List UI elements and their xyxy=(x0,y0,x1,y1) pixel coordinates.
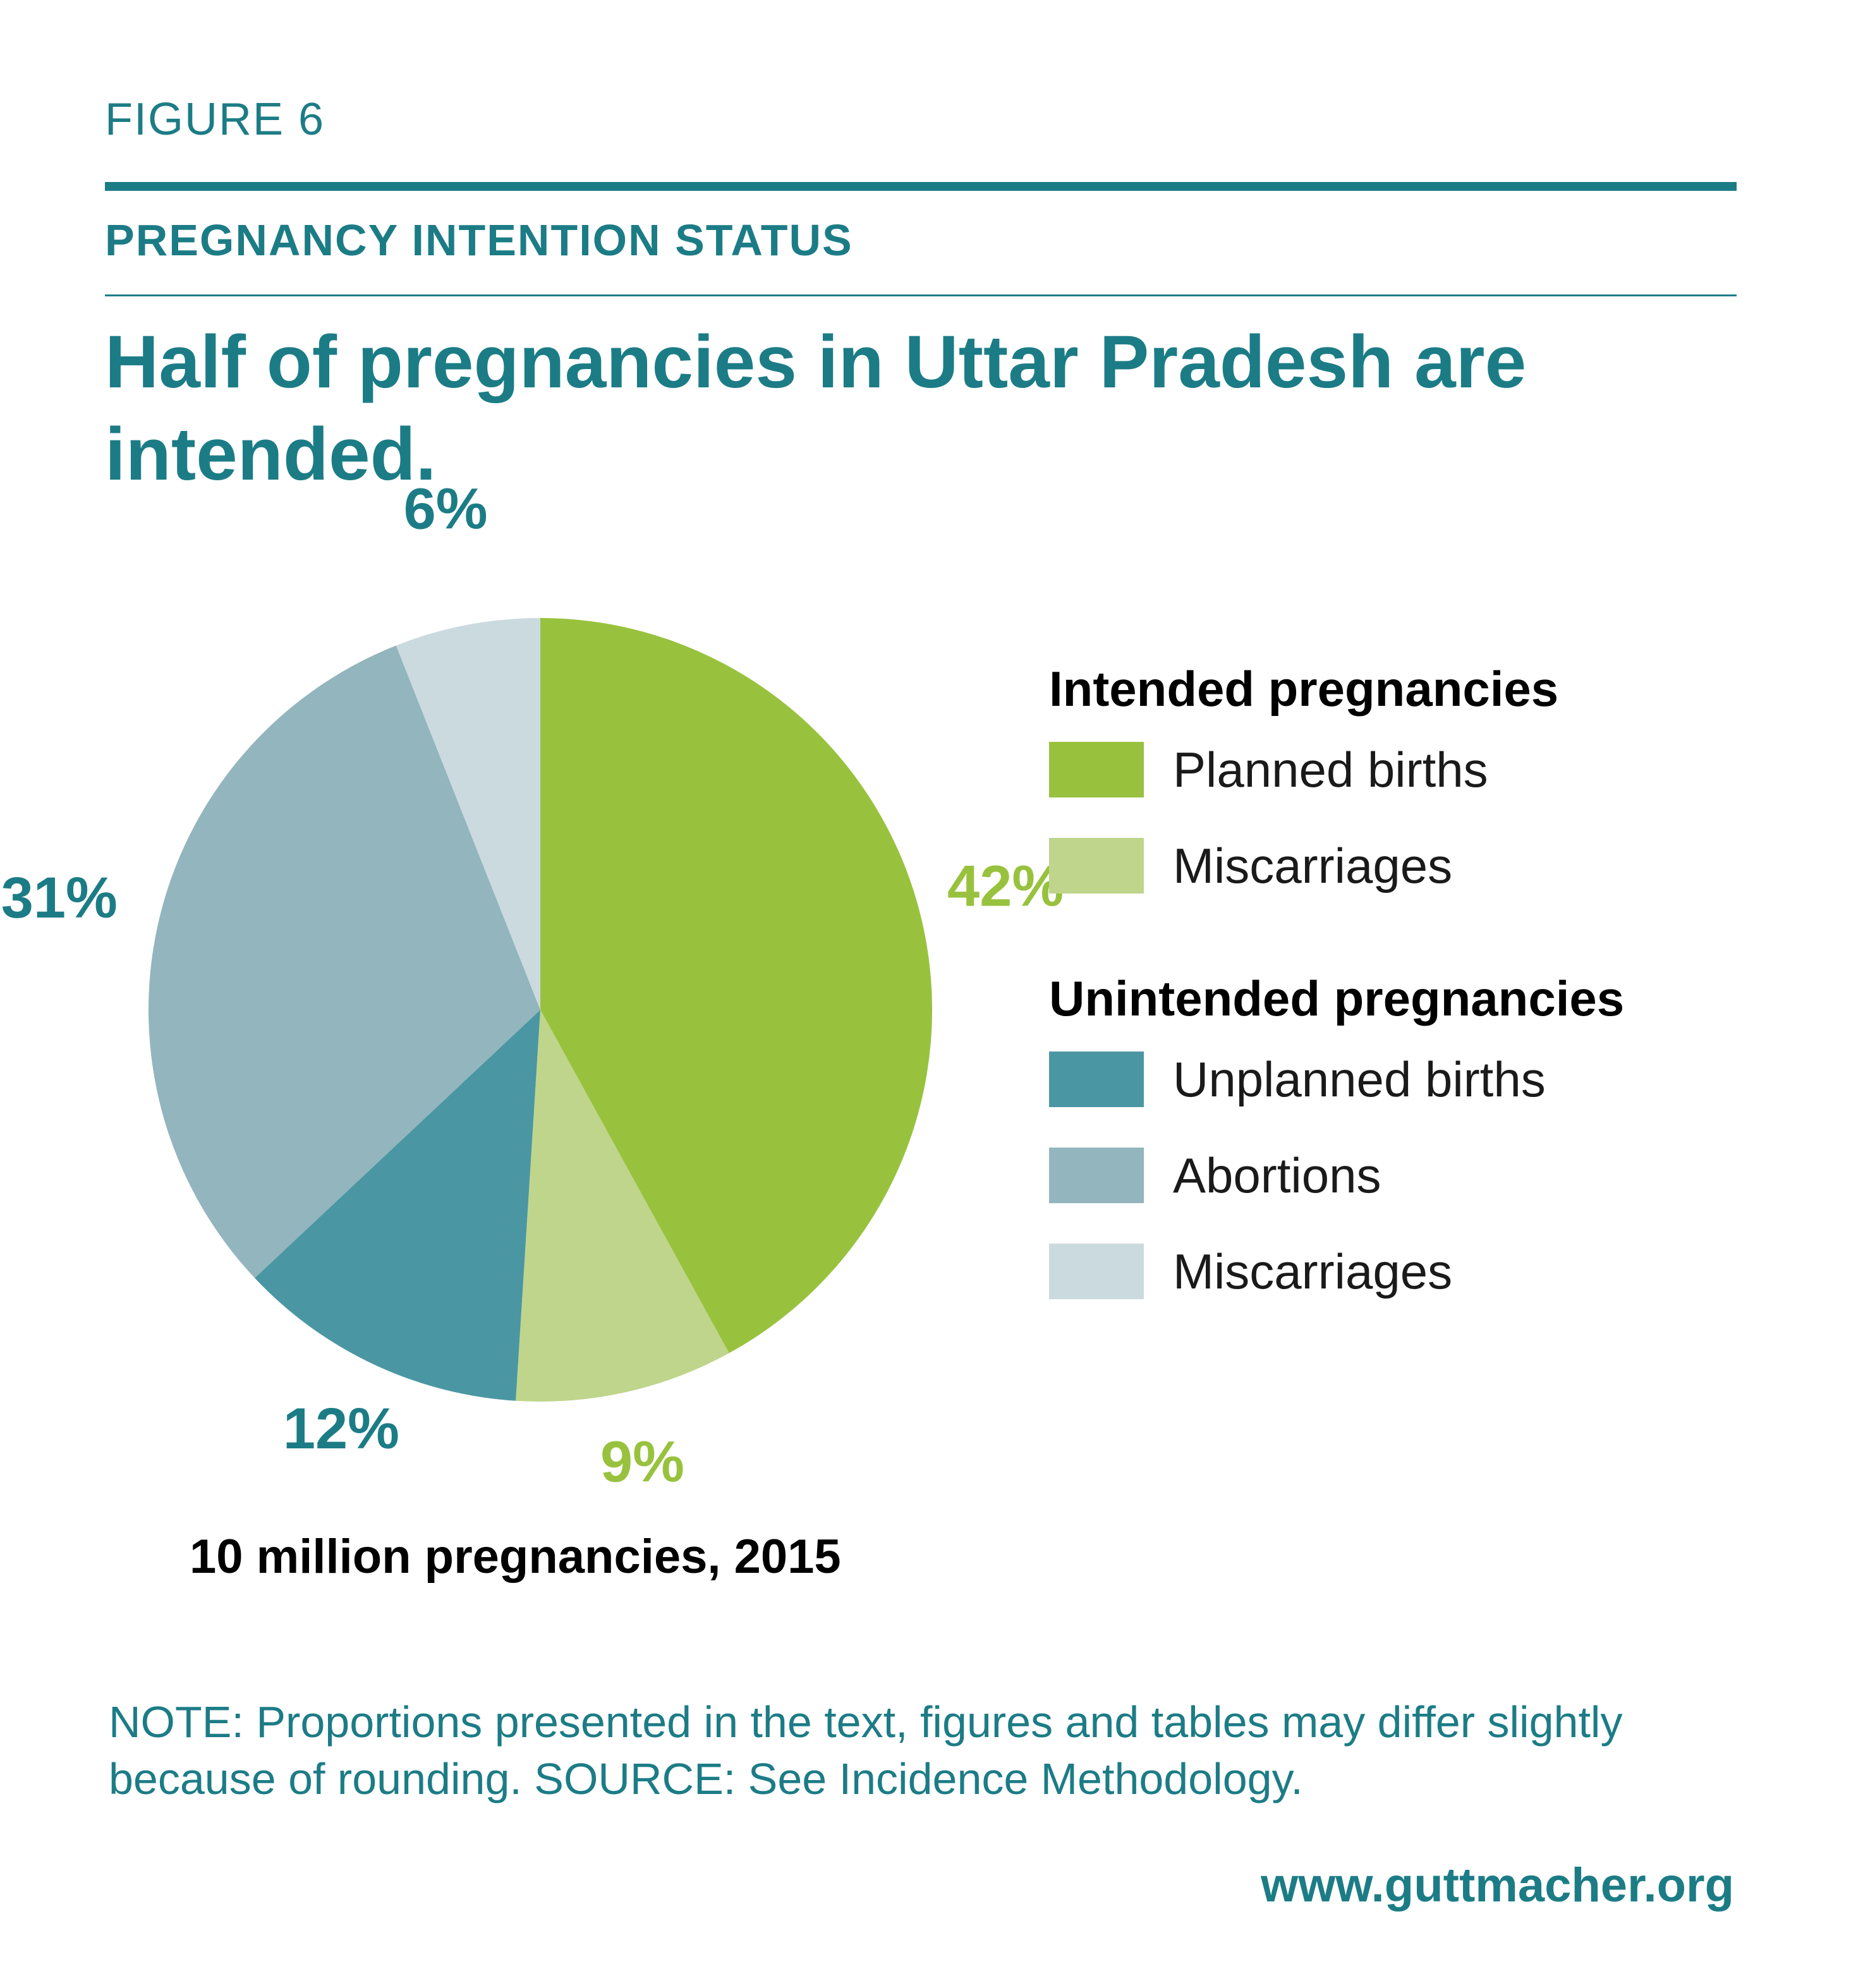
source-url[interactable]: www.guttmacher.org xyxy=(1261,1858,1734,1912)
legend-label: Miscarriages xyxy=(1173,1244,1453,1299)
pie-chart: 42% 9% 12% 31% 6% xyxy=(1,476,1064,1494)
figure-label: FIGURE 6 xyxy=(105,94,325,145)
legend-swatch xyxy=(1049,838,1144,894)
legend-swatch xyxy=(1049,1148,1144,1203)
legend-item: Planned births xyxy=(1049,733,1757,829)
header-rule-thin xyxy=(105,294,1737,296)
legend-swatch xyxy=(1049,1052,1144,1107)
pie-slice xyxy=(148,645,541,1278)
headline: Half of pregnancies in Uttar Pradesh are… xyxy=(105,320,1527,496)
header-rule-thick xyxy=(105,182,1737,191)
pie-data-label: 42% xyxy=(947,854,1064,918)
pie-data-label: 31% xyxy=(1,866,118,930)
section-title: PREGNANCY INTENTION STATUS xyxy=(105,215,853,265)
legend-group-title: Unintended pregnancies xyxy=(1049,971,1625,1026)
pie-data-label: 6% xyxy=(404,476,488,541)
legend-label: Miscarriages xyxy=(1173,838,1453,894)
pie-data-label: 9% xyxy=(600,1429,684,1494)
pie-slice xyxy=(396,618,540,1010)
legend-item: Unplanned births xyxy=(1049,1043,1757,1139)
legend-group-intended: Intended pregnancies Planned births Misc… xyxy=(1049,657,1757,925)
legend-label: Planned births xyxy=(1173,742,1488,797)
legend-label: Abortions xyxy=(1173,1148,1381,1203)
legend-swatch xyxy=(1049,1244,1144,1299)
legend-group-title: Intended pregnancies xyxy=(1049,661,1559,717)
pie-data-label: 12% xyxy=(283,1397,399,1461)
legend-group-unintended: Unintended pregnancies Unplanned births … xyxy=(1049,967,1757,1331)
pie-slice xyxy=(540,618,932,1354)
chart-caption: 10 million pregnancies, 2015 xyxy=(190,1530,841,1584)
source-note: NOTE: Proportions presented in the text,… xyxy=(109,1697,1623,1803)
pie-slice xyxy=(516,1010,729,1402)
pie-slice xyxy=(255,1010,540,1401)
legend-swatch xyxy=(1049,742,1144,797)
legend-label: Unplanned births xyxy=(1173,1052,1546,1107)
legend-item: Miscarriages xyxy=(1049,1235,1757,1331)
legend-item: Abortions xyxy=(1049,1139,1757,1235)
legend: Intended pregnancies Planned births Misc… xyxy=(1049,657,1757,1331)
legend-item: Miscarriages xyxy=(1049,829,1757,925)
